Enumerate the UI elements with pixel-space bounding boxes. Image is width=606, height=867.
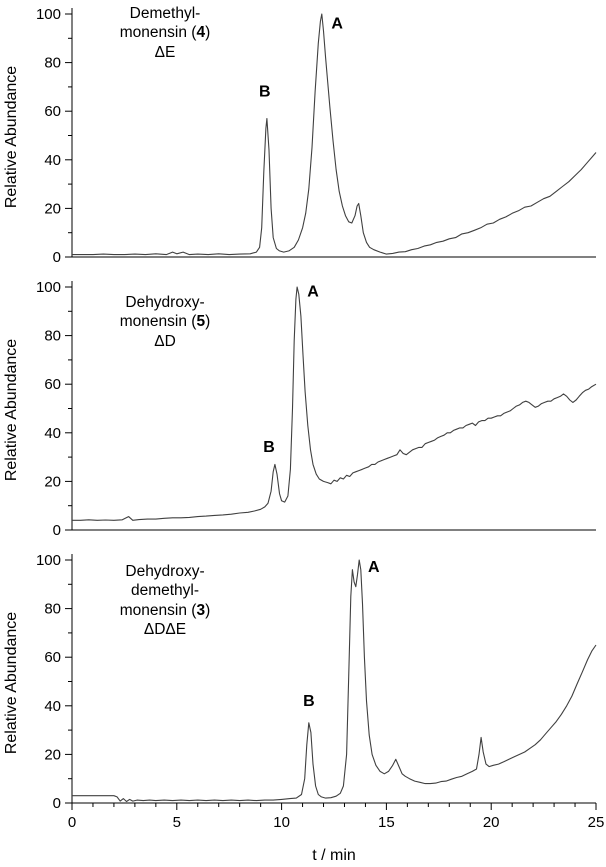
panel-title-line: Dehydroxy- [125,563,205,580]
y-tick-label: 80 [44,328,61,345]
chromatogram-trace [72,559,597,803]
axes: 0 20 40 60 80 100 [36,279,596,539]
chromatogram-plot-1: 0 20 40 60 80 100 B A [36,6,597,266]
panel-title-line: ΔE [154,43,176,61]
y-tick-label: 80 [44,55,61,72]
y-tick-label: 60 [44,376,61,393]
axes: 0 20 40 60 80 100 [36,6,596,266]
panel-title-dehydroxy-demethyl: Dehydroxy-demethyl-monensin (3) ΔDΔE [75,562,255,640]
x-tick-label: 20 [483,814,500,831]
panel-demethyl-monensin: Relative Abundance 0 20 40 60 80 100 B A Demeth… [0,0,606,273]
panel-title-demethyl: Demethyl-monensin (4) ΔE [75,4,255,62]
x-tick-label: 25 [588,814,605,831]
panel-title-line: ΔDΔE [143,621,187,639]
panel-title-line: ΔD [154,332,176,350]
chromatogram-plot-2: 0 20 40 60 80 100 B A [36,279,597,539]
y-tick-label: 20 [44,200,61,217]
peak-label-b: B [259,84,271,101]
x-tick-label: 5 [173,814,181,831]
y-tick-label: 20 [44,473,61,490]
chromatogram-trace [72,286,597,521]
chromatogram-plot-3: 0 20 40 60 80 100 0 5 10 15 20 25 B A [36,552,604,831]
panel-title-line: monensin (4) [119,24,211,42]
peak-label-a: A [307,284,319,301]
panel-title-line: Demethyl- [129,5,201,22]
panel-dehydroxy-monensin: Relative Abundance 0 20 40 60 80 100 B A Dehydr… [0,273,606,546]
x-tick-label: 15 [378,814,395,831]
y-tick-label: 0 [53,795,61,812]
y-tick-label: 0 [53,249,61,266]
y-tick-label: 40 [44,698,61,715]
y-tick-label: 100 [36,552,61,569]
y-tick-label: 60 [44,649,61,666]
panel-title-dehydroxy: Dehydroxy-monensin (5) ΔD [75,293,255,351]
panel-dehydroxy-demethyl-monensin: Relative Abundance 0 20 40 60 80 100 0 5 10 15 20 2… [0,546,606,867]
chromatogram-trace [72,13,597,256]
peak-label-b: B [303,693,315,710]
panel-title-line: demethyl- [130,582,200,600]
peak-label-b: B [263,439,275,456]
y-tick-label: 40 [44,425,61,442]
y-tick-label: 0 [53,522,61,539]
y-tick-label: 60 [44,103,61,120]
x-tick-label: 10 [273,814,290,831]
y-tick-label: 100 [36,279,61,296]
x-axis-label: t / min [312,847,356,864]
axes: 0 20 40 60 80 100 0 5 10 15 20 25 [36,552,604,831]
panel-title-line: Dehydroxy- [125,294,205,311]
panel-title-line: monensin (5) [119,313,211,331]
x-tick-label: 0 [68,814,76,831]
y-tick-label: 40 [44,152,61,169]
y-tick-label: 80 [44,601,61,618]
y-tick-label: 100 [36,6,61,23]
peak-label-a: A [331,16,343,33]
y-tick-label: 20 [44,746,61,763]
panel-title-line: monensin (3) [119,601,211,619]
peak-label-a: A [368,559,380,576]
